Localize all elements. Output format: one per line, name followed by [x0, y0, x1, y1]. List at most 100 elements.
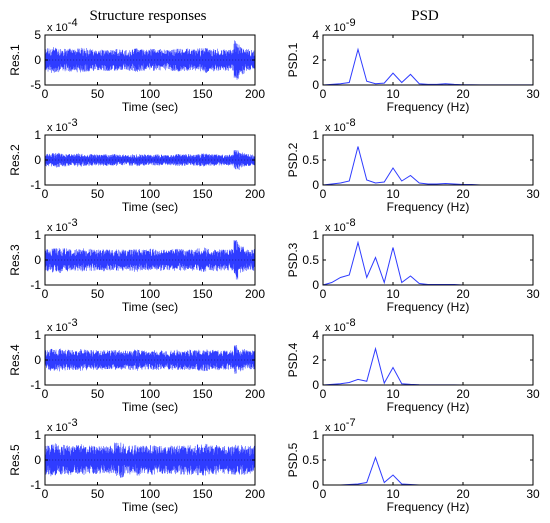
- y-tick-label: 0: [312, 278, 319, 292]
- psd-line: [322, 346, 533, 386]
- axis-scale-label: x 10-8: [325, 217, 356, 234]
- subplot-psd-4: 0 10 20 30 0 2 4 x 10-8 Frequency (Hz) PSD.4: [286, 317, 540, 414]
- y-axis-label: PSD.3: [286, 242, 300, 277]
- x-axis-label: Frequency (Hz): [387, 300, 470, 314]
- x-tick-label: 0: [320, 87, 327, 101]
- x-tick-label: 150: [192, 187, 212, 201]
- x-tick-label: 200: [245, 187, 265, 201]
- axis-scale-exponent: -4: [68, 17, 78, 29]
- y-tick-label: 1: [312, 128, 319, 142]
- x-tick-label: 150: [192, 387, 212, 401]
- x-tick-label: 0: [320, 487, 327, 501]
- x-tick-label: 0: [42, 287, 49, 301]
- axes-box: [322, 234, 534, 286]
- x-axis-label: Time (sec): [122, 500, 178, 514]
- x-tick-label: 50: [91, 87, 105, 101]
- y-tick-label: 0.5: [302, 153, 319, 167]
- subplot-psd-1: 0 10 20 30 0 2 4 x 10-9 Frequency (Hz) PSD.1: [286, 17, 540, 114]
- x-tick-label: 100: [140, 287, 160, 301]
- axis-scale-label: x 10-4: [47, 17, 78, 34]
- x-axis-label: Frequency (Hz): [387, 100, 470, 114]
- axis-scale-label: x 10-3: [47, 217, 78, 234]
- x-tick-label: 30: [526, 287, 540, 301]
- y-tick-label: -1: [30, 478, 41, 492]
- x-tick-label: 50: [91, 387, 105, 401]
- y-tick-label: 0: [34, 153, 41, 167]
- x-axis-label: Time (sec): [122, 100, 178, 114]
- y-axis-label: Res.4: [8, 344, 22, 376]
- x-tick-label: 100: [140, 387, 160, 401]
- x-tick-label: 0: [320, 287, 327, 301]
- x-tick-label: 0: [42, 87, 49, 101]
- y-tick-label: 4: [312, 28, 319, 42]
- psd-line: [322, 240, 533, 286]
- x-tick-label: 150: [192, 487, 212, 501]
- y-tick-label: 2: [312, 53, 319, 67]
- x-tick-label: 150: [192, 87, 212, 101]
- x-tick-label: 30: [526, 487, 540, 501]
- signal-trace: [44, 40, 256, 80]
- y-axis-label: PSD.2: [286, 142, 300, 177]
- x-tick-label: 20: [456, 287, 470, 301]
- y-tick-label: 0.5: [302, 253, 319, 267]
- x-tick-label: 0: [320, 187, 327, 201]
- axis-scale-exponent: -8: [346, 317, 356, 329]
- axes-box: [322, 434, 534, 486]
- axis-scale-exponent: -3: [68, 417, 78, 429]
- axis-scale-label: x 10-8: [325, 117, 356, 134]
- axis-scale-label: x 10-3: [47, 117, 78, 134]
- x-tick-label: 0: [42, 187, 49, 201]
- axes-box: [322, 334, 534, 386]
- y-tick-label: -1: [30, 378, 41, 392]
- signal-trace: [44, 344, 256, 374]
- subplot-psd-2: 0 10 20 30 0 0.5 1 x 10-8 Frequency (Hz) PSD.2: [286, 117, 540, 214]
- left-column-title: Structure responses: [89, 8, 206, 24]
- axis-scale-label: x 10-9: [325, 17, 356, 34]
- x-tick-label: 20: [456, 87, 470, 101]
- y-tick-label: 0: [312, 378, 319, 392]
- x-axis-label: Time (sec): [122, 300, 178, 314]
- y-tick-label: 1: [34, 428, 41, 442]
- axis-scale-exponent: -8: [346, 217, 356, 229]
- y-tick-label: 0.5: [302, 453, 319, 467]
- x-tick-label: 0: [42, 487, 49, 501]
- y-axis-label: Res.1: [8, 44, 22, 76]
- axis-scale-label: x 10-8: [325, 317, 356, 334]
- axis-scale-exponent: -8: [346, 117, 356, 129]
- y-tick-label: 1: [34, 328, 41, 342]
- y-tick-label: -1: [30, 178, 41, 192]
- y-axis-label: PSD.4: [286, 342, 300, 377]
- x-tick-label: 20: [456, 487, 470, 501]
- x-tick-label: 10: [386, 287, 400, 301]
- psd-line: [323, 455, 533, 486]
- y-tick-label: 0: [34, 53, 41, 67]
- signal-trace: [44, 240, 256, 280]
- x-tick-label: 20: [456, 387, 470, 401]
- right-column-title: PSD: [411, 8, 439, 24]
- y-axis-label: PSD.1: [286, 42, 300, 77]
- x-tick-label: 200: [245, 487, 265, 501]
- axis-scale-exponent: -3: [68, 117, 78, 129]
- x-tick-label: 30: [526, 387, 540, 401]
- axis-scale-exponent: -3: [68, 317, 78, 329]
- x-tick-label: 100: [140, 487, 160, 501]
- y-tick-label: 2: [312, 353, 319, 367]
- x-tick-label: 100: [140, 187, 160, 201]
- x-axis-label: Frequency (Hz): [387, 200, 470, 214]
- y-axis-label: PSD.5: [286, 442, 300, 477]
- x-tick-label: 100: [140, 87, 160, 101]
- y-tick-label: 1: [34, 128, 41, 142]
- y-axis-label: Res.2: [8, 144, 22, 176]
- y-tick-label: 0: [312, 78, 319, 92]
- axis-scale-label: x 10-3: [47, 317, 78, 334]
- x-tick-label: 10: [386, 487, 400, 501]
- x-tick-label: 20: [456, 187, 470, 201]
- x-tick-label: 30: [526, 87, 540, 101]
